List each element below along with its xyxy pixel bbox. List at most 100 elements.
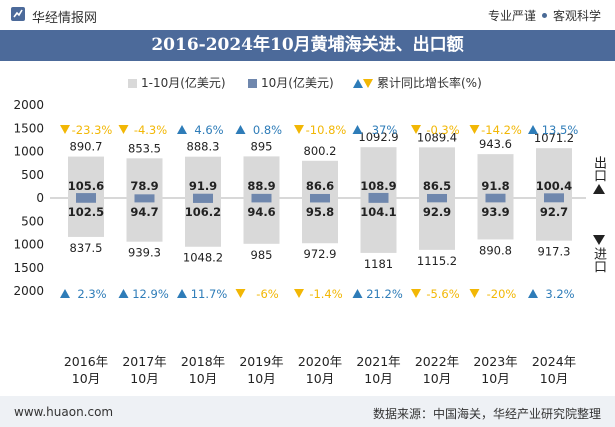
x-tick-label: 2016年 <box>64 354 108 369</box>
export-cumulative-bar <box>302 160 338 198</box>
import-cumulative-bar <box>126 198 163 242</box>
import-monthly-bar <box>310 198 330 203</box>
footer: www.huaon.com 数据来源：中国海关，华经产业研究院整理 <box>0 396 615 427</box>
import-side-label: 进口 <box>591 233 607 273</box>
import-monthly-label: 106.2 <box>185 205 221 219</box>
export-growth-label: -14.2% <box>481 123 522 137</box>
export-growth-down-icon <box>294 125 304 134</box>
y-tick-label: 500 <box>21 168 44 182</box>
x-tick-label: 2024年 <box>532 354 576 369</box>
x-tick-label: 2023年 <box>473 354 517 369</box>
chart-title: 2016-2024年10月黄埔海关进、出口额 <box>0 30 615 61</box>
export-cumulative-bar <box>68 156 104 198</box>
export-growth-label: 13.5% <box>542 123 579 137</box>
x-tick-label: 10月 <box>247 371 275 386</box>
export-monthly-label: 108.9 <box>360 179 396 193</box>
legend-cumulative: 1-10月(亿美元) <box>128 74 226 91</box>
x-tick-label: 10月 <box>306 371 334 386</box>
import-monthly-bar <box>368 198 389 203</box>
export-monthly-bar <box>193 193 213 198</box>
tagline-right: 客观科学 <box>552 9 601 23</box>
import-growth-down-icon <box>235 289 246 298</box>
import-cumulative-bar <box>419 198 455 250</box>
export-cumulative-label: 800.2 <box>304 144 337 158</box>
export-arrow-icon <box>593 184 605 194</box>
import-growth-down-icon <box>294 289 304 298</box>
x-tick-label: 2018年 <box>181 354 225 369</box>
export-monthly-bar <box>544 193 564 198</box>
import-monthly-label: 95.8 <box>306 205 334 219</box>
import-growth-label: 12.9% <box>132 287 169 301</box>
export-growth-label: 37% <box>372 123 398 137</box>
export-cumulative-bar <box>185 156 221 198</box>
export-cumulative-label: 890.7 <box>70 140 103 154</box>
export-growth-label: -4.3% <box>134 123 167 137</box>
import-growth-up-icon <box>60 289 70 298</box>
export-monthly-label: 86.6 <box>306 179 334 193</box>
import-growth-label: 3.2% <box>545 287 574 301</box>
brand-name: 华经情报网 <box>32 11 98 26</box>
export-growth-down-icon <box>60 125 70 134</box>
import-monthly-bar <box>251 198 272 203</box>
top-bar: 华经情报网 专业严谨 客观科学 <box>0 0 615 30</box>
export-monthly-bar <box>76 193 96 198</box>
import-growth-label: -1.4% <box>309 287 342 301</box>
legend-monthly: 10月(亿美元) <box>248 74 334 91</box>
x-tick-label: 10月 <box>130 371 158 386</box>
export-side-text: 出口 <box>591 156 606 182</box>
legend-cumulative-swatch <box>128 79 137 88</box>
import-monthly-label: 93.9 <box>481 205 509 219</box>
export-growth-label: -0.3% <box>426 123 459 137</box>
export-side-label: 出口 <box>591 156 607 196</box>
chart-plot: 2000 1500 1000 500 0 500 1000 1500 2000 890.7 837.… <box>13 100 586 386</box>
import-growth-label: 11.7% <box>191 287 228 301</box>
export-growth-up-icon <box>235 125 246 134</box>
x-tick-label: 10月 <box>364 371 392 386</box>
import-cumulative-label: 917.3 <box>538 245 571 259</box>
import-growth-down-icon <box>469 289 480 298</box>
export-cumulative-label: 943.6 <box>479 137 512 151</box>
import-cumulative-bar <box>185 198 221 247</box>
export-cumulative-label: 1092.9 <box>358 130 398 144</box>
import-arrow-icon <box>593 235 605 245</box>
export-growth-up-icon <box>528 125 538 134</box>
x-tick-label: 10月 <box>540 371 568 386</box>
export-growth-label: 0.8% <box>253 123 282 137</box>
import-growth-label: 21.2% <box>366 287 403 301</box>
import-cumulative-label: 1048.2 <box>183 251 223 265</box>
export-cumulative-label: 895 <box>251 139 273 153</box>
y-tick-label: 1500 <box>13 121 44 135</box>
export-monthly-bar <box>134 194 155 198</box>
import-monthly-label: 94.6 <box>247 205 275 219</box>
export-growth-label: -23.3% <box>72 123 113 137</box>
export-monthly-label: 86.5 <box>423 179 451 193</box>
export-growth-up-icon <box>177 125 187 134</box>
export-cumulative-bar <box>477 154 514 198</box>
export-cumulative-bar <box>419 147 455 198</box>
import-monthly-bar <box>485 198 506 203</box>
import-cumulative-label: 890.8 <box>479 243 512 257</box>
import-cumulative-bar <box>477 198 514 240</box>
import-monthly-label: 102.5 <box>68 205 104 219</box>
import-monthly-bar <box>76 198 96 203</box>
import-growth-label: -6% <box>256 287 278 301</box>
import-cumulative-bar <box>302 198 338 244</box>
import-growth-down-icon <box>411 289 421 298</box>
import-growth-up-icon <box>352 289 363 298</box>
import-monthly-bar <box>427 198 447 203</box>
import-growth-label: -20% <box>487 287 517 301</box>
export-monthly-bar <box>368 192 389 198</box>
export-cumulative-label: 1071.2 <box>534 131 574 145</box>
legend-monthly-label: 10月(亿美元) <box>261 76 334 90</box>
export-growth-up-icon <box>352 125 363 134</box>
export-monthly-bar <box>310 193 330 198</box>
import-monthly-bar <box>134 198 155 203</box>
export-cumulative-label: 1089.4 <box>417 130 457 144</box>
export-growth-down-icon <box>118 125 129 134</box>
legend-growth: 累计同比增长率(%) <box>353 74 482 91</box>
import-cumulative-bar <box>243 198 280 244</box>
y-tick-label: 2000 <box>13 284 44 298</box>
export-growth-label: 4.6% <box>194 123 223 137</box>
y-tick-label: 1500 <box>13 261 44 275</box>
import-cumulative-label: 985 <box>251 248 273 262</box>
